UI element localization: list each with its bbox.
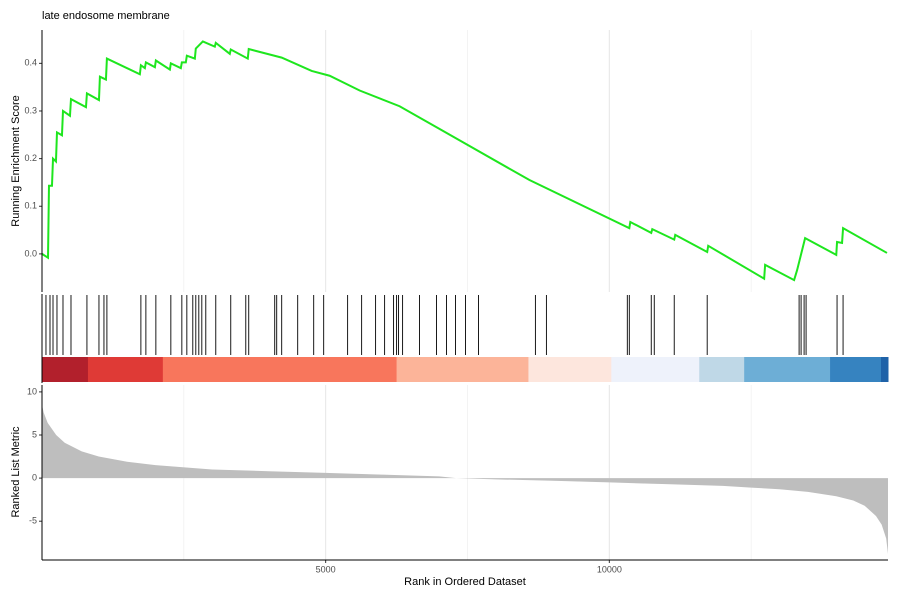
rank-band xyxy=(611,357,700,382)
chart-title: late endosome membrane xyxy=(42,10,170,22)
rank-band xyxy=(162,357,398,382)
y-tick-label: 0 xyxy=(32,472,37,482)
y-tick-label: 5 xyxy=(32,429,37,439)
y-tick-label: 0.1 xyxy=(24,201,37,211)
y-axis-label: Running Enrichment Score xyxy=(10,95,22,226)
y-tick-label: 0.2 xyxy=(24,153,37,163)
rank-band xyxy=(42,357,89,382)
y-tick-label: 0.3 xyxy=(24,105,37,115)
y-tick-label: 0.4 xyxy=(24,58,37,68)
x-axis-label: Rank in Ordered Dataset xyxy=(404,576,526,588)
rank-band xyxy=(699,357,745,382)
ranked-metric-area xyxy=(42,404,888,554)
y-tick-label: 10 xyxy=(27,386,37,396)
y-tick-label: 0.0 xyxy=(24,248,37,258)
rank-band xyxy=(830,357,882,382)
running-es-line xyxy=(41,40,888,282)
rank-band xyxy=(881,357,889,382)
rank-band xyxy=(396,357,529,382)
rank-band xyxy=(87,357,164,382)
x-tick-label: 10000 xyxy=(597,564,622,574)
y-axis-label: Ranked List Metric xyxy=(10,426,22,518)
y-tick-label: -5 xyxy=(29,516,37,526)
rank-band xyxy=(528,357,612,382)
rank-band xyxy=(744,357,831,382)
x-tick-label: 5000 xyxy=(316,564,336,574)
